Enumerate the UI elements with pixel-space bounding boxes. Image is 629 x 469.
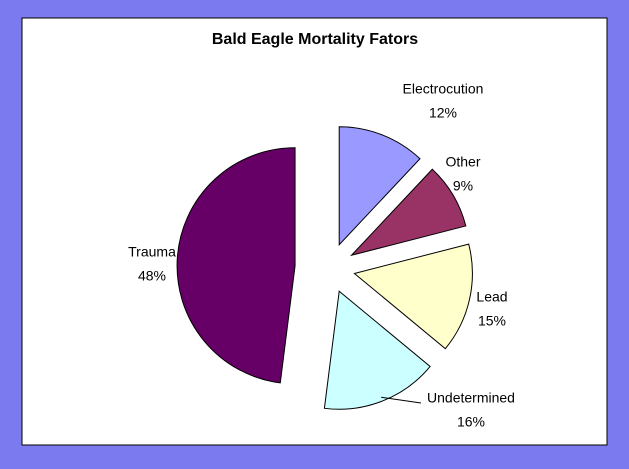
- pie-slice: [338, 126, 421, 247]
- slice-label: Electrocution: [403, 81, 484, 97]
- slice-value-label: 16%: [457, 414, 485, 430]
- pie-slice: [353, 243, 473, 350]
- pie-slice: [176, 147, 296, 384]
- leader-line: [381, 396, 422, 404]
- chart-area: [21, 17, 608, 446]
- slice-value-label: 15%: [478, 313, 506, 329]
- chart-title: Bald Eagle Mortality Fators: [212, 31, 418, 48]
- slice-value-label: 9%: [453, 178, 473, 194]
- slice-value-label: 12%: [429, 105, 457, 121]
- pie-slice: [349, 168, 467, 257]
- slice-label: Undetermined: [427, 390, 515, 406]
- slice-value-label: 48%: [138, 268, 166, 284]
- pie-slice: [323, 290, 431, 410]
- slice-label: Other: [445, 154, 480, 170]
- slice-label: Trauma: [128, 244, 176, 260]
- slice-label: Lead: [476, 289, 507, 305]
